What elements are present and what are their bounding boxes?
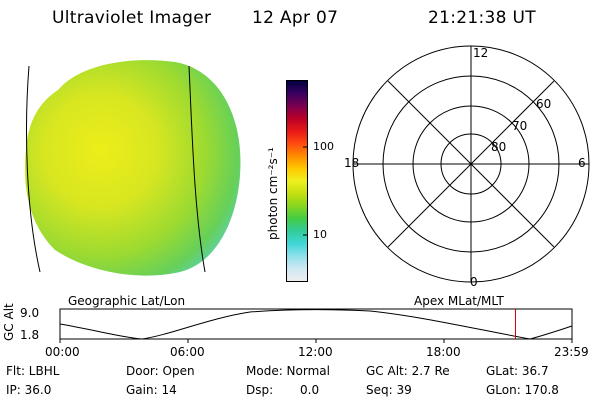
- timeline-frame: [59, 308, 573, 340]
- apex-label: Apex MLat/MLT: [414, 294, 504, 308]
- colorbar: [286, 80, 308, 282]
- lat-label-60: 60: [536, 97, 552, 111]
- colorbar-tick-10: 10: [313, 228, 327, 241]
- terminator-line-right: [188, 65, 206, 273]
- altitude-curve: [59, 309, 573, 340]
- mlt-label-12: 12: [473, 46, 489, 60]
- glat-info: GLat: 36.7: [486, 364, 549, 378]
- seq-info: Seq: 39: [366, 383, 412, 397]
- gc-alt-info: GC Alt: 2.7 Re: [366, 364, 450, 378]
- mlt-label-0: 0: [470, 275, 478, 289]
- terminator-line-left: [26, 65, 41, 273]
- x-tick-0600: 06:00: [170, 345, 205, 359]
- mlt-label-18: 18: [344, 156, 360, 170]
- colorbar-tick-100: 100: [313, 140, 334, 153]
- ip-info: IP: 36.0: [6, 383, 52, 397]
- glon-info: GLon: 170.8: [486, 383, 559, 397]
- x-tick-0000: 00:00: [45, 345, 80, 359]
- instrument-title: Ultraviolet Imager: [52, 8, 212, 28]
- timeline-y-axis-label: GC Alt: [2, 303, 16, 341]
- geographic-label: Geographic Lat/Lon: [68, 294, 186, 308]
- time-label: 21:21:38 UT: [428, 8, 536, 28]
- timeline-y-min: 1.8: [20, 328, 40, 342]
- lat-label-70: 70: [512, 119, 528, 133]
- x-tick-1800: 18:00: [426, 345, 461, 359]
- polar-ring-60: [352, 45, 590, 283]
- filter-info: Flt: LBHL: [6, 364, 60, 378]
- lat-label-80: 80: [491, 140, 507, 154]
- colorbar-unit-label: photon cm⁻²s⁻¹: [266, 147, 280, 240]
- earth-disk-image: [25, 60, 241, 276]
- dsp-info-label: Dsp:: [246, 383, 274, 397]
- timeline-y-max: 9.0: [20, 306, 40, 320]
- x-tick-1200: 12:00: [298, 345, 333, 359]
- door-info: Door: Open: [126, 364, 195, 378]
- polar-ring-70: [382, 75, 560, 253]
- date-label: 12 Apr 07: [252, 8, 339, 28]
- dsp-info-value: 0.0: [300, 383, 320, 397]
- mlt-label-6: 6: [578, 156, 586, 170]
- mode-info: Mode: Normal: [246, 364, 330, 378]
- gain-info: Gain: 14: [126, 383, 177, 397]
- x-tick-2359: 23:59: [554, 345, 589, 359]
